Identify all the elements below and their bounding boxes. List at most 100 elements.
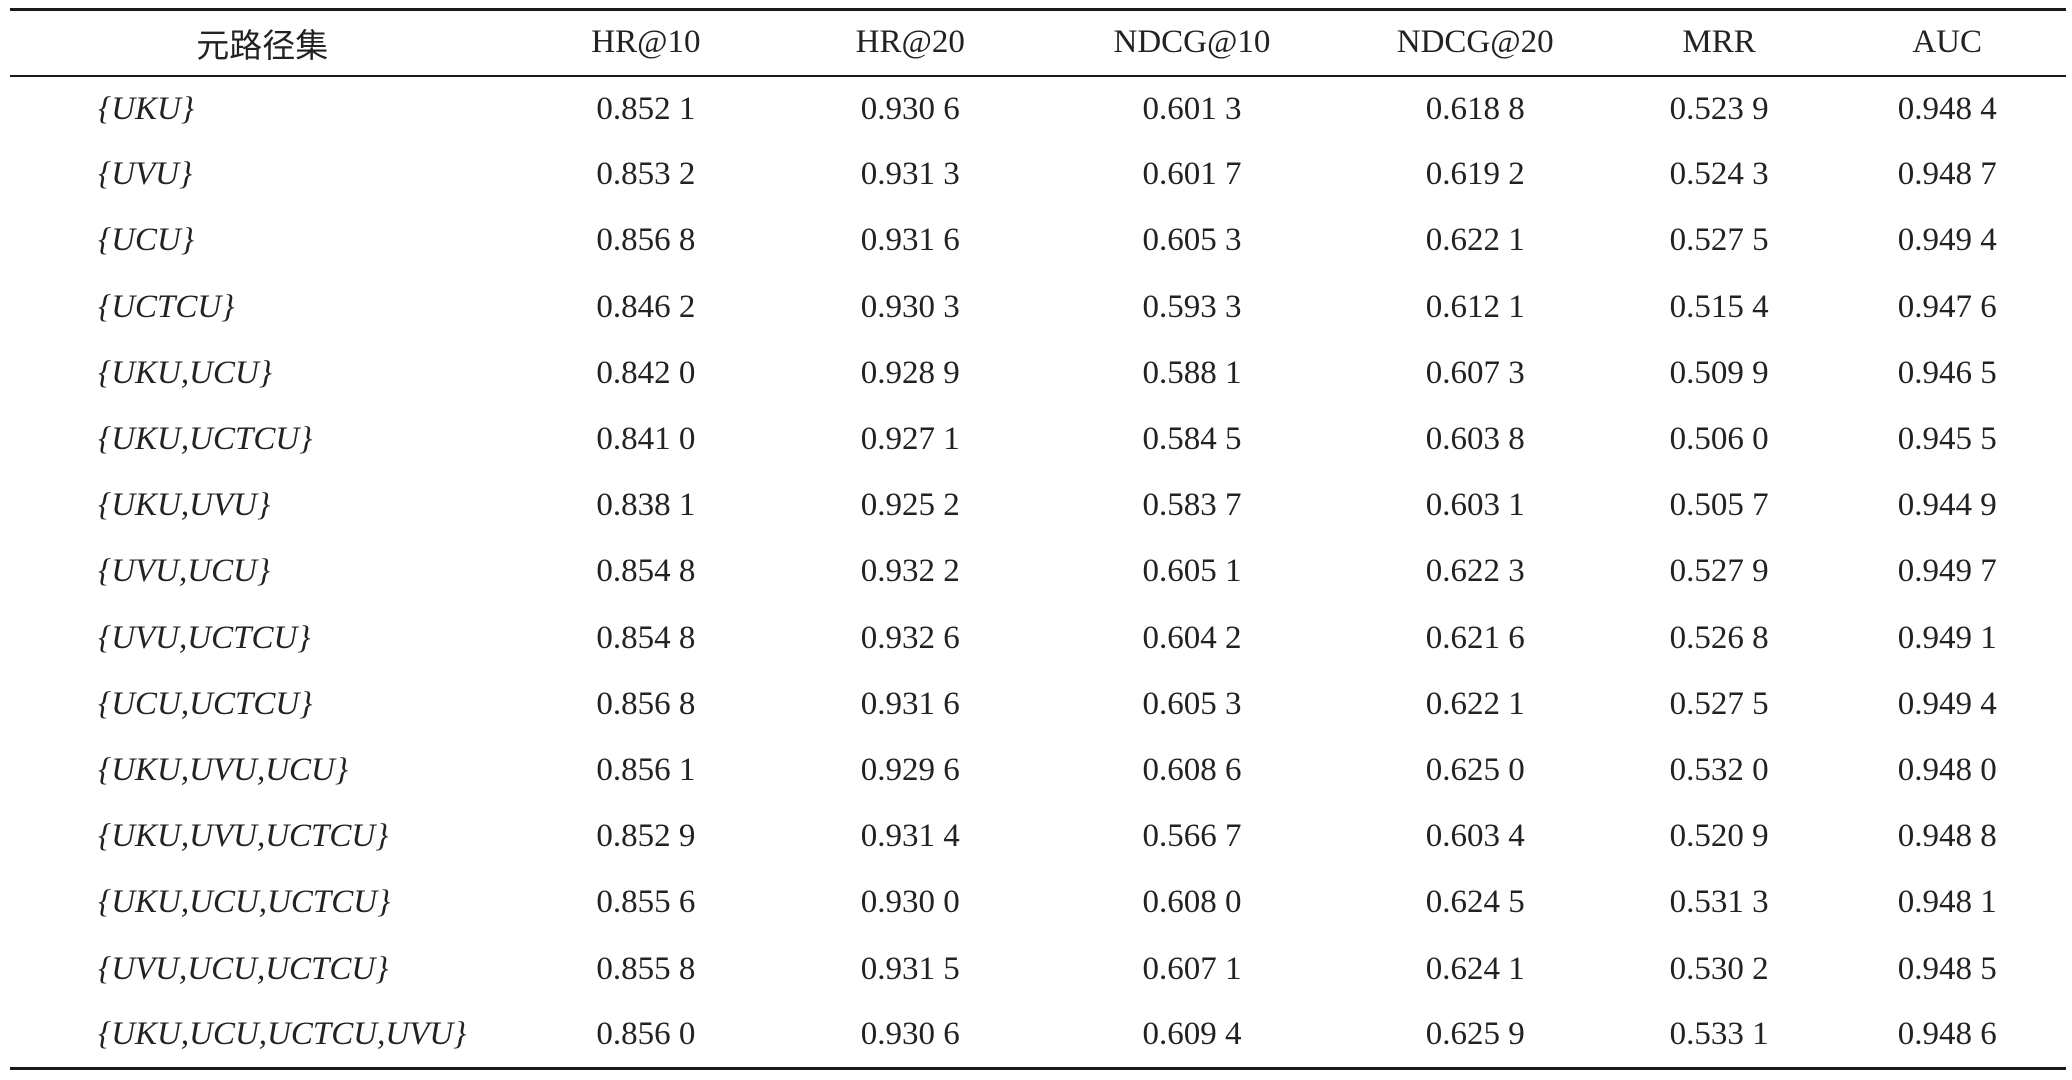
- table-header: 元路径集 HR@10 HR@20 NDCG@10 NDCG@20 MRR AUC: [10, 8, 2066, 77]
- cell-metapath-set: {UKU}: [98, 90, 195, 127]
- cell-ndcg10: 0.608 6: [1142, 751, 1242, 788]
- cell-hr10: 0.854 8: [596, 619, 696, 656]
- cell-metapath-set: {UKU,UVU}: [98, 487, 271, 524]
- cell-hr10: 0.852 9: [596, 818, 696, 855]
- table-row: {UKU,UVU,UCTCU} 0.852 9 0.931 4 0.566 7 0.60…: [10, 804, 2066, 870]
- cell-auc: 0.948 7: [1897, 156, 1997, 193]
- cell-ndcg10: 0.605 1: [1142, 553, 1242, 590]
- table-row: {UKU,UCTCU} 0.841 0 0.927 1 0.584 5 0.603 8 0…: [10, 406, 2066, 472]
- cell-ndcg10: 0.588 1: [1142, 354, 1242, 391]
- table-body: {UKU} 0.852 1 0.930 6 0.601 3 0.618 8 0.523 9…: [10, 76, 2066, 1070]
- cell-hr10: 0.856 8: [596, 685, 696, 722]
- cell-hr20: 0.931 6: [860, 685, 960, 722]
- cell-metapath-set: {UKU,UCU,UCTCU}: [98, 884, 391, 921]
- cell-hr10: 0.856 8: [596, 222, 696, 259]
- cell-ndcg10: 0.609 4: [1043, 1002, 1341, 1070]
- cell-hr20: 0.932 6: [860, 619, 960, 656]
- cell-hr20: 0.930 6: [777, 1002, 1044, 1070]
- table-row: {UVU,UCU} 0.854 8 0.932 2 0.605 1 0.622 3 0.5…: [10, 539, 2066, 605]
- cell-ndcg20: 0.607 3: [1425, 354, 1525, 391]
- table-row: {UKU,UCU,UCTCU,UVU} 0.856 0 0.930 6 0.609 4…: [10, 1002, 2066, 1070]
- cell-auc: 0.949 4: [1897, 222, 1997, 259]
- cell-mrr: 0.527 5: [1669, 222, 1769, 259]
- results-table-container: 元路径集 HR@10 HR@20 NDCG@10 NDCG@20 MRR AUC…: [10, 8, 2066, 1070]
- cell-ndcg10: 0.608 0: [1142, 884, 1242, 921]
- cell-ndcg10: 0.605 3: [1142, 685, 1242, 722]
- cell-ndcg20: 0.618 8: [1425, 90, 1525, 127]
- cell-mrr: 0.523 9: [1669, 90, 1769, 127]
- cell-ndcg20: 0.625 9: [1340, 1002, 1610, 1070]
- cell-ndcg20: 0.603 8: [1425, 421, 1525, 458]
- cell-hr10: 0.852 1: [596, 90, 696, 127]
- cell-auc: 0.948 8: [1897, 818, 1997, 855]
- header-row: 元路径集 HR@10 HR@20 NDCG@10 NDCG@20 MRR AUC: [10, 8, 2066, 77]
- cell-ndcg20: 0.624 1: [1425, 950, 1525, 987]
- cell-auc: 0.949 1: [1897, 619, 1997, 656]
- cell-hr20: 0.931 4: [860, 818, 960, 855]
- cell-auc: 0.949 4: [1897, 685, 1997, 722]
- cell-auc: 0.948 4: [1897, 90, 1997, 127]
- cell-hr10: 0.846 2: [596, 288, 696, 325]
- cell-ndcg10: 0.601 3: [1142, 90, 1242, 127]
- cell-metapath-set: {UVU}: [98, 156, 193, 193]
- cell-hr10: 0.842 0: [596, 354, 696, 391]
- cell-auc: 0.945 5: [1897, 421, 1997, 458]
- header-ndcg20: NDCG@20: [1340, 8, 1610, 77]
- cell-auc: 0.948 0: [1897, 751, 1997, 788]
- cell-mrr: 0.520 9: [1669, 818, 1769, 855]
- cell-hr20: 0.930 3: [860, 288, 960, 325]
- cell-hr10: 0.856 1: [596, 751, 696, 788]
- cell-metapath-set: {UKU,UVU,UCTCU}: [98, 818, 389, 855]
- cell-ndcg10: 0.601 7: [1142, 156, 1242, 193]
- cell-metapath-set: {UVU,UCTCU}: [98, 619, 311, 656]
- table-row: {UCTCU} 0.846 2 0.930 3 0.593 3 0.612 1 0.515…: [10, 274, 2066, 340]
- table-row: {UCU} 0.856 8 0.931 6 0.605 3 0.622 1 0.527 5…: [10, 208, 2066, 274]
- cell-mrr: 0.527 5: [1669, 685, 1769, 722]
- cell-mrr: 0.527 9: [1669, 553, 1769, 590]
- cell-metapath-set: {UCTCU}: [98, 288, 235, 325]
- cell-metapath-set: {UVU,UCU,UCTCU}: [98, 950, 389, 987]
- cell-mrr: 0.532 0: [1669, 751, 1769, 788]
- cell-ndcg20: 0.621 6: [1425, 619, 1525, 656]
- cell-hr10: 0.853 2: [596, 156, 696, 193]
- cell-ndcg10: 0.593 3: [1142, 288, 1242, 325]
- cell-ndcg10: 0.583 7: [1142, 487, 1242, 524]
- metapath-results-table: 元路径集 HR@10 HR@20 NDCG@10 NDCG@20 MRR AUC…: [10, 8, 2066, 1070]
- table-row: {UKU,UVU} 0.838 1 0.925 2 0.583 7 0.603 1 0.5…: [10, 473, 2066, 539]
- cell-hr10: 0.856 0: [514, 1002, 778, 1070]
- cell-mrr: 0.515 4: [1669, 288, 1769, 325]
- cell-hr10: 0.838 1: [596, 487, 696, 524]
- cell-mrr: 0.509 9: [1669, 354, 1769, 391]
- cell-auc: 0.947 6: [1897, 288, 1997, 325]
- cell-mrr: 0.505 7: [1669, 487, 1769, 524]
- cell-hr20: 0.931 3: [860, 156, 960, 193]
- cell-metapath-set: {UCU}: [98, 222, 195, 259]
- cell-metapath-set: {UCU,UCTCU}: [98, 685, 313, 722]
- cell-hr10: 0.854 8: [596, 553, 696, 590]
- table-row: {UVU} 0.853 2 0.931 3 0.601 7 0.619 2 0.524 3…: [10, 142, 2066, 208]
- header-hr10: HR@10: [514, 8, 778, 77]
- table-row: {UKU,UVU,UCU} 0.856 1 0.929 6 0.608 6 0.625 …: [10, 737, 2066, 803]
- cell-hr20: 0.928 9: [860, 354, 960, 391]
- cell-ndcg20: 0.624 5: [1425, 884, 1525, 921]
- cell-ndcg20: 0.622 1: [1425, 685, 1525, 722]
- header-auc: AUC: [1828, 8, 2066, 77]
- cell-hr20: 0.931 6: [860, 222, 960, 259]
- cell-auc: 0.948 1: [1897, 884, 1997, 921]
- cell-hr20: 0.930 0: [860, 884, 960, 921]
- cell-metapath-set: {UKU,UCU,UCTCU,UVU}: [10, 1002, 515, 1070]
- table-row: {UVU,UCTCU} 0.854 8 0.932 6 0.604 2 0.621 6 0…: [10, 605, 2066, 671]
- cell-ndcg10: 0.584 5: [1142, 421, 1242, 458]
- cell-metapath-set: {UKU,UVU,UCU}: [98, 751, 349, 788]
- cell-mrr: 0.526 8: [1669, 619, 1769, 656]
- cell-ndcg20: 0.612 1: [1425, 288, 1525, 325]
- cell-mrr: 0.530 2: [1669, 950, 1769, 987]
- header-mrr: MRR: [1609, 8, 1829, 77]
- cell-hr20: 0.927 1: [860, 421, 960, 458]
- header-metapath-set: 元路径集: [10, 8, 515, 77]
- cell-ndcg10: 0.566 7: [1142, 818, 1242, 855]
- cell-hr20: 0.925 2: [860, 487, 960, 524]
- cell-ndcg20: 0.622 1: [1425, 222, 1525, 259]
- cell-metapath-set: {UVU,UCU}: [98, 553, 271, 590]
- table-row: {UVU,UCU,UCTCU} 0.855 8 0.931 5 0.607 1 0.62…: [10, 936, 2066, 1002]
